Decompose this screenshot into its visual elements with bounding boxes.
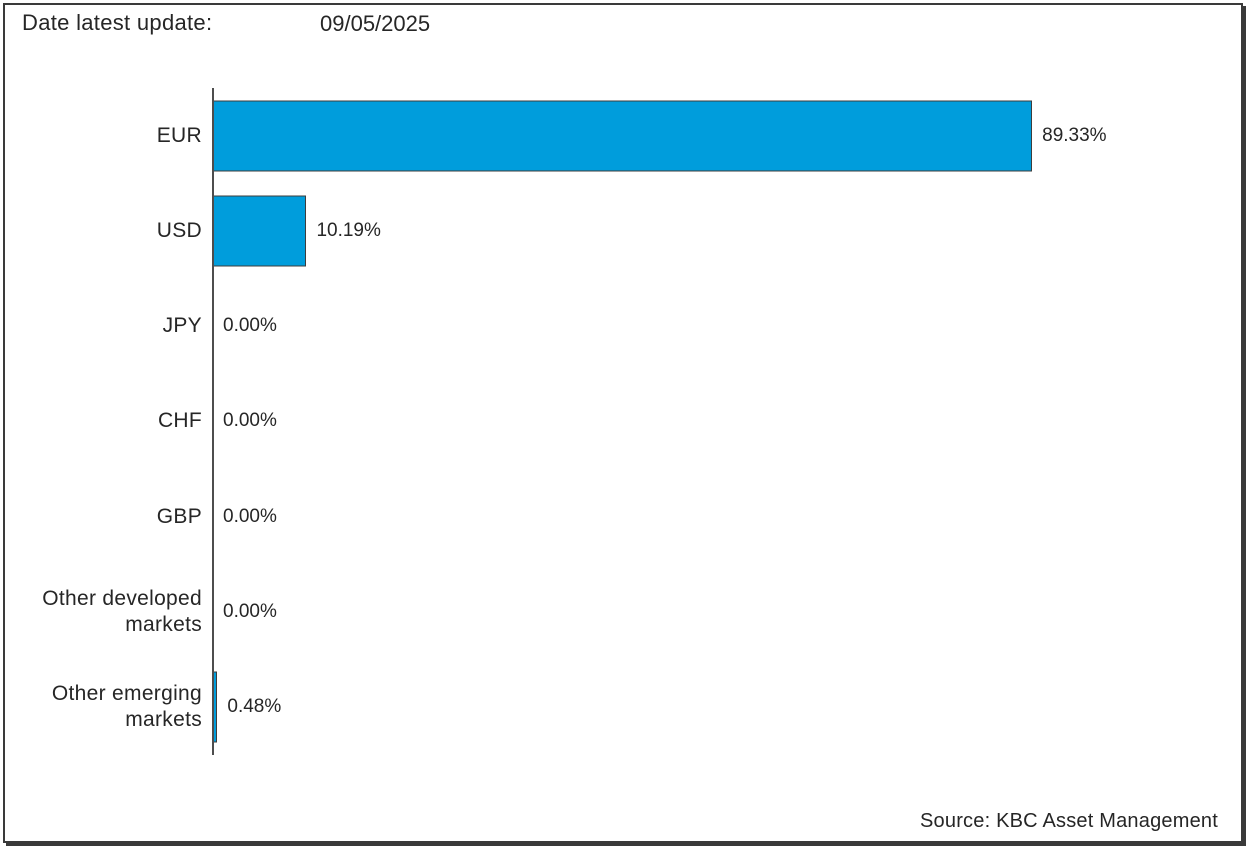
- value-label-eur: 89.33%: [1042, 124, 1107, 146]
- category-label-jpy: JPY: [162, 314, 202, 338]
- chart-row-chf: CHF 0.00%: [0, 374, 1250, 469]
- category-label-gbp: GBP: [156, 504, 202, 528]
- chart-row-other-emerging-markets: Other emerging markets 0.48%: [0, 660, 1250, 755]
- bar-usd: [213, 195, 307, 267]
- value-label-usd: 10.19%: [316, 219, 381, 241]
- value-label-chf: 0.00%: [223, 410, 277, 432]
- value-label-other-emerging-markets: 0.48%: [227, 696, 282, 718]
- value-label-other-developed-markets: 0.00%: [223, 600, 277, 622]
- source-attribution: Source: KBC Asset Management: [920, 810, 1218, 832]
- date-update-value: 09/05/2025: [320, 11, 431, 36]
- chart-row-gbp: GBP 0.00%: [0, 469, 1250, 564]
- date-update-label: Date latest update:: [22, 10, 213, 35]
- bar-eur: [213, 100, 1033, 172]
- chart-row-other-developed-markets: Other developed markets 0.00%: [0, 564, 1250, 659]
- y-axis-line: [212, 88, 214, 755]
- value-label-gbp: 0.00%: [223, 505, 277, 527]
- chart-rows: EUR 89.33% USD 10.19% JPY 0.00% CHF 0.00% GBP 0.0…: [0, 88, 1250, 755]
- category-label-chf: CHF: [157, 409, 202, 433]
- category-label-eur: EUR: [156, 123, 202, 147]
- value-label-jpy: 0.00%: [223, 315, 277, 337]
- chart-row-usd: USD 10.19%: [0, 183, 1250, 278]
- category-label-other-emerging-markets: Other emerging markets: [51, 682, 202, 732]
- category-label-other-developed-markets: Other developed markets: [42, 586, 202, 636]
- category-label-usd: USD: [156, 218, 202, 242]
- chart-row-jpy: JPY 0.00%: [0, 279, 1250, 374]
- chart-row-eur: EUR 89.33%: [0, 88, 1250, 183]
